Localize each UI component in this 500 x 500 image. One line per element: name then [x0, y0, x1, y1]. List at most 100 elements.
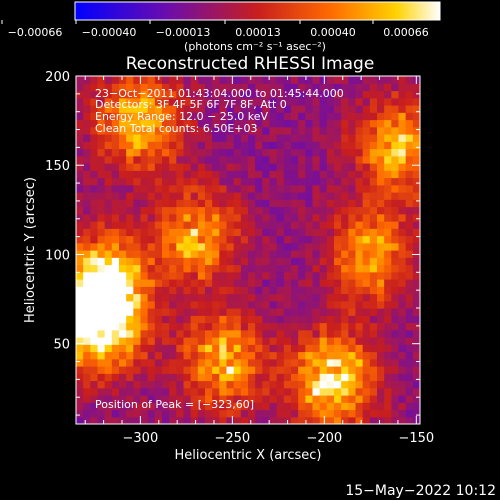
heatmap-cell — [248, 286, 256, 295]
heatmap-cell — [90, 90, 99, 99]
heatmap-cell — [283, 141, 292, 150]
heatmap-cell — [319, 105, 328, 113]
heatmap-cell — [90, 242, 99, 251]
heatmap-cell — [326, 206, 335, 215]
heatmap-cell — [183, 148, 192, 157]
heatmap-cell — [283, 329, 292, 338]
heatmap-cell — [341, 228, 349, 237]
heatmap-cell — [291, 206, 299, 215]
colorbar — [74, 1, 441, 21]
heatmap-cell — [369, 134, 378, 142]
heatmap-cell — [255, 315, 263, 324]
heatmap-cell — [391, 250, 400, 258]
heatmap-cell — [212, 119, 220, 128]
heatmap-cell — [377, 134, 385, 142]
heatmap-cell — [405, 358, 414, 367]
heatmap-cell — [240, 213, 249, 222]
heatmap-cell — [377, 271, 385, 280]
heatmap-cell — [183, 163, 192, 171]
heatmap-cell — [283, 184, 292, 193]
heatmap-cell — [197, 351, 206, 360]
heatmap-cell — [312, 97, 321, 106]
heatmap-cell — [369, 337, 378, 345]
heatmap-cell — [326, 119, 335, 128]
heatmap-cell — [355, 213, 364, 222]
heatmap-cell — [319, 163, 328, 171]
heatmap-cell — [219, 206, 228, 215]
heatmap-cell — [255, 177, 263, 186]
heatmap-cell — [412, 264, 420, 273]
heatmap-cell — [111, 83, 120, 92]
heatmap-cell — [398, 366, 407, 374]
heatmap-cell — [133, 300, 142, 309]
heatmap-cell — [83, 199, 91, 208]
heatmap-cell — [312, 184, 321, 193]
heatmap-cell — [212, 257, 220, 266]
x-tick-label: −250 — [215, 431, 251, 446]
heatmap-cell — [176, 206, 185, 215]
heatmap-cell — [298, 235, 306, 244]
heatmap-cell — [291, 163, 299, 171]
heatmap-cell — [362, 257, 371, 266]
heatmap-cell — [126, 286, 134, 295]
heatmap-cell — [269, 83, 278, 92]
heatmap-cell — [269, 366, 278, 374]
heatmap-cell — [248, 235, 256, 244]
heatmap-cell — [283, 337, 292, 345]
heatmap-cell — [226, 409, 235, 418]
heatmap-cell — [111, 90, 120, 99]
heatmap-cell — [298, 271, 306, 280]
heatmap-cell — [76, 380, 84, 389]
heatmap-cell — [248, 155, 256, 164]
heatmap-cell — [298, 402, 306, 411]
heatmap-cell — [276, 308, 285, 316]
heatmap-cell — [83, 97, 91, 106]
heatmap-cell — [240, 373, 249, 382]
heatmap-cell — [326, 163, 335, 171]
heatmap-cell — [255, 380, 263, 389]
heatmap-cell — [334, 105, 342, 113]
heatmap-cell — [326, 192, 335, 200]
heatmap-cell — [111, 170, 120, 179]
heatmap-cell — [90, 271, 99, 280]
heatmap-cell — [276, 148, 285, 157]
heatmap-cell — [162, 126, 170, 135]
heatmap-cell — [197, 76, 206, 84]
heatmap-cell — [312, 329, 321, 338]
heatmap-cell — [276, 221, 285, 229]
heatmap-cell — [183, 206, 192, 215]
heatmap-cell — [276, 213, 285, 222]
heatmap-cell — [197, 221, 206, 229]
heatmap-cell — [119, 315, 127, 324]
heatmap-cell — [104, 351, 113, 360]
heatmap-cell — [291, 257, 299, 266]
heatmap-cell — [240, 83, 249, 92]
heatmap-cell — [398, 97, 407, 106]
heatmap-cell — [154, 97, 163, 106]
heatmap-cell — [233, 148, 242, 157]
heatmap-cell — [76, 279, 84, 287]
heatmap-cell — [119, 105, 127, 113]
heatmap-cell — [398, 119, 407, 128]
heatmap-cell — [233, 184, 242, 193]
heatmap-cell — [319, 257, 328, 266]
heatmap-cell — [398, 250, 407, 258]
colorbar-tick-label: 0.00040 — [310, 26, 356, 39]
heatmap-cell — [319, 300, 328, 309]
heatmap-cell — [83, 300, 91, 309]
heatmap-cell — [384, 105, 392, 113]
heatmap-cell — [140, 184, 149, 193]
heatmap-cell — [276, 315, 285, 324]
heatmap-cell — [212, 373, 220, 382]
heatmap-cell — [283, 83, 292, 92]
y-tick-label: 150 — [45, 159, 70, 174]
heatmap-cell — [362, 199, 371, 208]
heatmap-cell — [326, 221, 335, 229]
heatmap-cell — [391, 199, 400, 208]
heatmap-cell — [111, 322, 120, 331]
heatmap-cell — [269, 257, 278, 266]
heatmap-cell — [305, 380, 314, 389]
heatmap-cell — [398, 242, 407, 251]
heatmap-cell — [305, 134, 314, 142]
heatmap-cell — [348, 141, 357, 150]
